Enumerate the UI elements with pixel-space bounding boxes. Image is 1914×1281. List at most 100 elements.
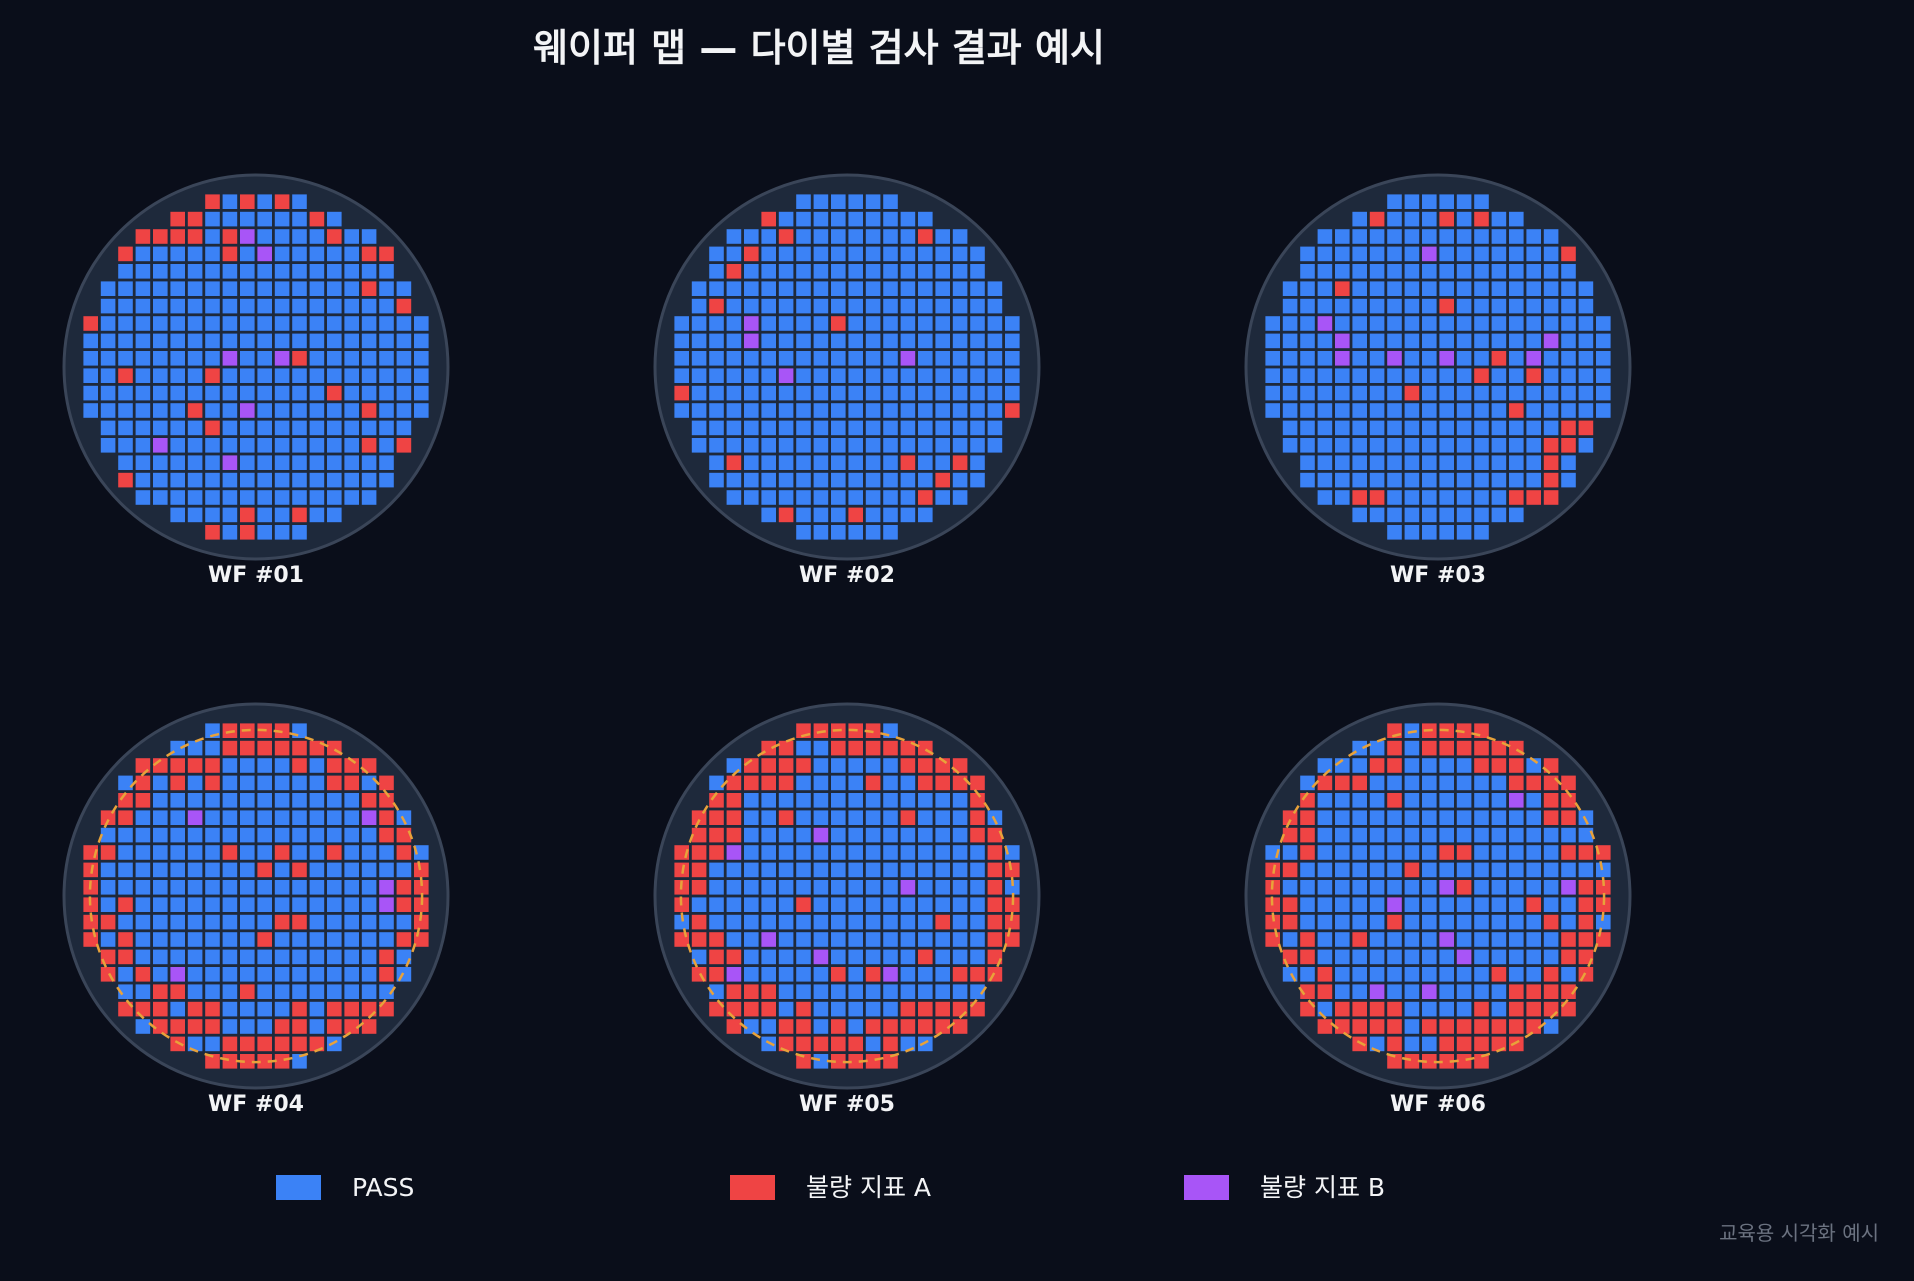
die-pass [761, 333, 776, 349]
die-pass [883, 455, 898, 470]
die-pass [170, 438, 185, 453]
die-pass [222, 368, 238, 383]
die-pass [292, 984, 307, 999]
die-a [831, 967, 846, 982]
die-pass [1352, 385, 1367, 401]
die-pass [918, 455, 933, 470]
die-b [900, 880, 916, 895]
die-pass [1509, 385, 1524, 401]
die-pass [987, 420, 1003, 436]
die-pass [153, 490, 168, 505]
die-pass [848, 438, 863, 453]
die-pass [848, 420, 863, 436]
die-pass [309, 810, 325, 825]
die-pass [1404, 880, 1420, 895]
die-pass [1561, 455, 1576, 470]
die-a [1387, 1001, 1402, 1017]
die-pass [379, 455, 394, 470]
die-pass [170, 845, 185, 860]
die-pass [135, 472, 151, 488]
die-pass [222, 420, 238, 436]
die-a [796, 1054, 811, 1069]
wafer-disc [62, 702, 450, 1090]
die-pass [709, 775, 724, 791]
die-pass [187, 368, 203, 383]
die-a [379, 810, 394, 825]
die-a [170, 1019, 185, 1034]
die-pass [1369, 507, 1385, 523]
die-pass [831, 949, 846, 965]
die-pass [1422, 264, 1437, 279]
die-pass [1491, 880, 1507, 895]
die-pass [1509, 211, 1524, 227]
die-a [240, 507, 255, 523]
die-pass [1300, 351, 1315, 366]
die-pass [883, 525, 898, 540]
die-pass [744, 1019, 759, 1034]
die-pass [848, 525, 863, 540]
die-a [1404, 862, 1420, 878]
die-pass [1526, 403, 1541, 418]
die-b [761, 932, 776, 947]
die-pass [1474, 507, 1489, 523]
die-pass [848, 194, 863, 209]
die-pass [831, 758, 846, 773]
die-pass [865, 793, 881, 808]
die-pass [327, 827, 342, 843]
die-pass [935, 403, 950, 418]
die-pass [1474, 932, 1489, 947]
die-pass [257, 264, 272, 279]
die-pass [831, 984, 846, 999]
die-pass [709, 984, 724, 999]
die-a [1561, 420, 1576, 436]
die-pass [1474, 351, 1489, 366]
die-pass [361, 385, 377, 401]
die-pass [1439, 507, 1454, 523]
die-pass [1317, 368, 1333, 383]
die-pass [987, 438, 1003, 453]
die-pass [970, 264, 985, 279]
die-pass [153, 914, 168, 930]
die-a [396, 438, 412, 453]
die-pass [1369, 316, 1385, 331]
die-pass [1491, 775, 1507, 791]
die-pass [1422, 525, 1437, 540]
die-b [257, 246, 272, 262]
die-pass [952, 264, 968, 279]
die-pass [761, 368, 776, 383]
die-pass [1369, 740, 1385, 756]
die-pass [1300, 967, 1315, 982]
chart-title: 웨이퍼 맵 — 다이별 검사 결과 예시 [533, 26, 1105, 70]
wafer-disc [653, 173, 1041, 561]
die-pass [361, 862, 377, 878]
die-pass [813, 984, 829, 999]
die-pass [1317, 845, 1333, 860]
die-pass [135, 281, 151, 296]
die-pass [1439, 472, 1454, 488]
die-pass [1439, 775, 1454, 791]
die-pass [170, 897, 185, 912]
die-pass [135, 880, 151, 895]
die-pass [831, 932, 846, 947]
die-pass [100, 385, 116, 401]
die-pass [918, 298, 933, 314]
die-pass [361, 897, 377, 912]
die-a [1422, 740, 1437, 756]
die-pass [778, 403, 794, 418]
die-pass [1404, 333, 1420, 349]
die-pass [327, 507, 342, 523]
die-pass [153, 264, 168, 279]
die-pass [865, 525, 881, 540]
die-pass [135, 949, 151, 965]
die-pass [691, 281, 707, 296]
die-pass [292, 246, 307, 262]
die-pass [1543, 264, 1559, 279]
die-pass [309, 775, 325, 791]
die-a [987, 827, 1003, 843]
die-pass [883, 723, 898, 738]
die-pass [1439, 525, 1454, 540]
die-pass [153, 351, 168, 366]
die-a [1300, 810, 1315, 825]
die-pass [831, 298, 846, 314]
die-a [778, 740, 794, 756]
